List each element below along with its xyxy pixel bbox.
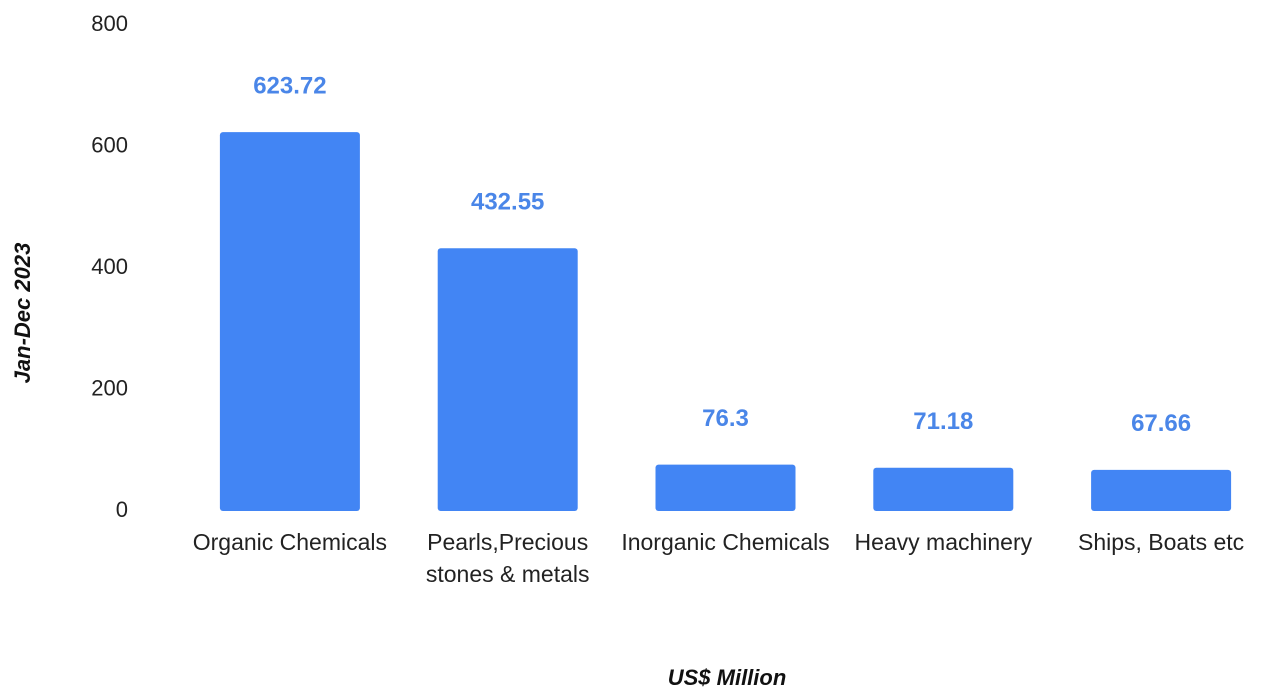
value-label: 623.72: [253, 72, 326, 99]
value-label: 432.55: [471, 189, 544, 216]
x-tick-label: Organic Chemicals: [192, 529, 388, 555]
y-axis-title: Jan-Dec 2023: [10, 243, 35, 384]
x-tick-label: Ships, Boats etc: [1077, 529, 1245, 555]
value-label: 71.18: [913, 408, 973, 435]
x-tick-label: Heavy machinery: [854, 529, 1033, 555]
y-tick-label: 200: [91, 375, 128, 400]
y-tick-label: 400: [91, 254, 128, 279]
y-tick-label: 600: [91, 132, 128, 157]
bar: [655, 464, 796, 511]
bar: [437, 248, 578, 511]
value-label: 76.3: [702, 405, 749, 432]
y-tick-label: 800: [91, 11, 128, 36]
x-tick-label: Pearls,Precious stones & metals: [425, 529, 590, 587]
y-tick-label: 0: [116, 497, 128, 522]
bar: [1091, 469, 1232, 511]
bar: [873, 467, 1014, 511]
x-tick-label: Inorganic Chemicals: [621, 529, 830, 555]
x-axis-title: US$ Million: [668, 665, 787, 690]
value-label: 67.66: [1131, 410, 1191, 437]
bar: [219, 132, 360, 512]
